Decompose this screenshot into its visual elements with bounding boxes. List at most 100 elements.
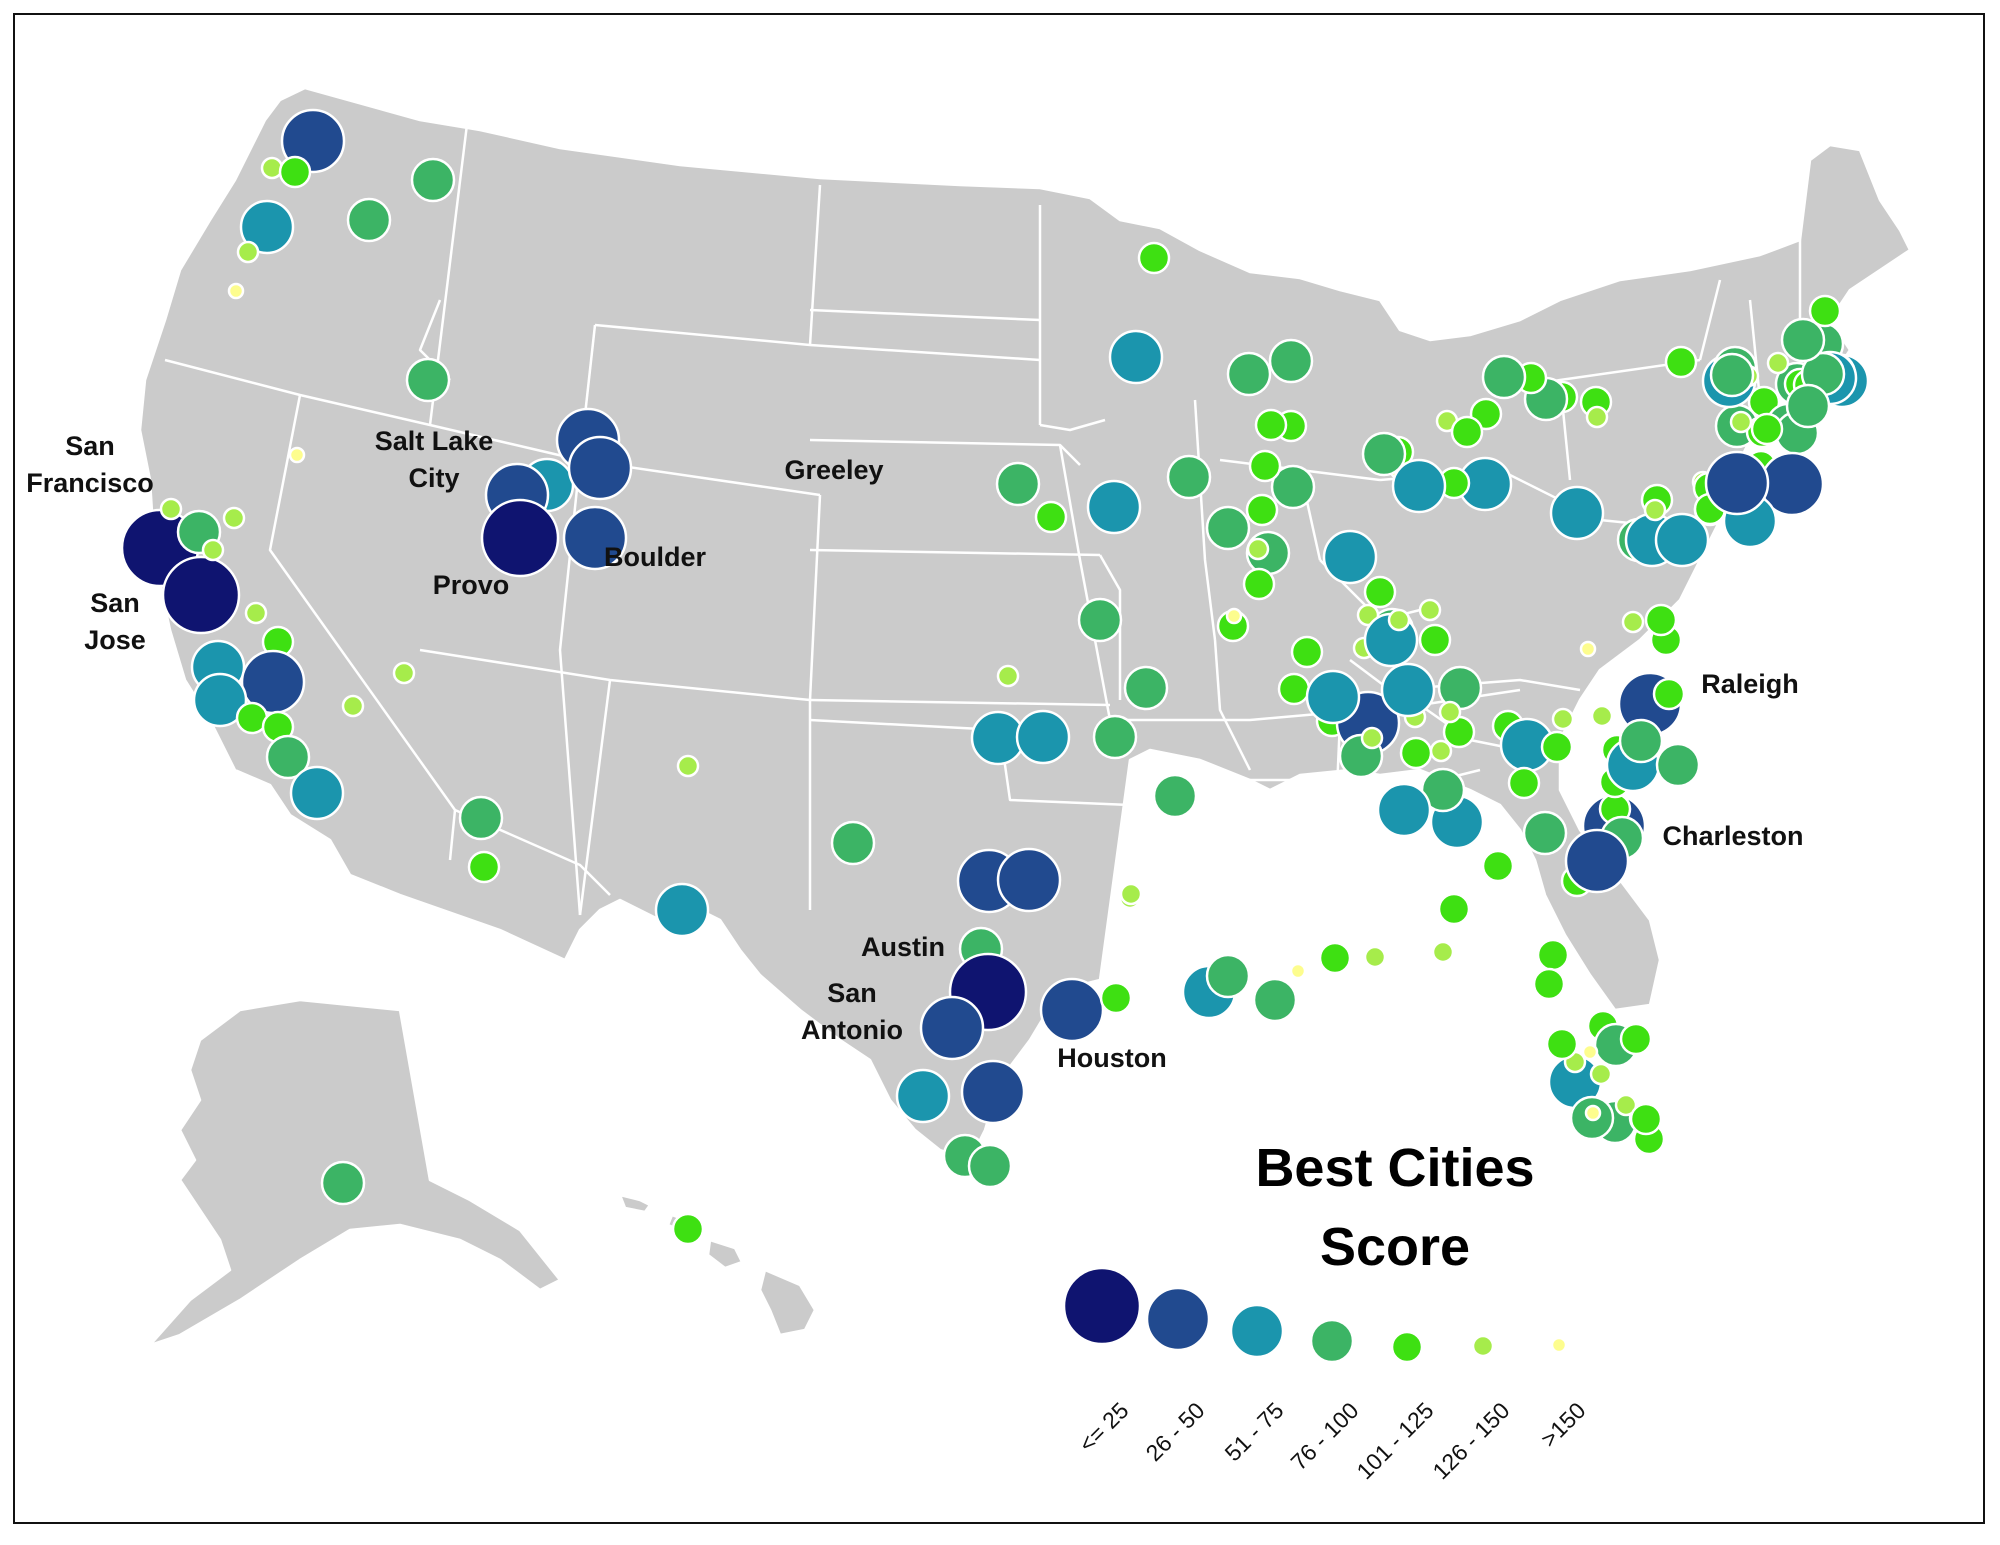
city-dot (341, 694, 365, 718)
city-dot (1099, 981, 1133, 1015)
legend-swatch (1390, 1330, 1424, 1364)
city-dot (1621, 610, 1645, 634)
legend-swatch (1229, 1303, 1285, 1359)
city-dot (1318, 941, 1352, 975)
legend-swatch (1145, 1286, 1211, 1352)
city-dot (227, 282, 245, 300)
city-dot (1376, 782, 1432, 838)
city-dot (1729, 410, 1753, 434)
city-dot (1780, 317, 1826, 363)
city-dot (567, 435, 633, 501)
city-dot (1246, 537, 1270, 561)
city-dot (967, 1143, 1013, 1189)
city-dot (1709, 352, 1755, 398)
city-label-san-francisco: San Francisco (26, 431, 154, 498)
city-dot (1254, 408, 1288, 442)
legend-swatch (1471, 1334, 1495, 1358)
legend-swatch (1062, 1266, 1142, 1346)
city-dot (1242, 567, 1276, 601)
city-dot (895, 1068, 951, 1124)
city-dot (1015, 709, 1071, 765)
city-dot (1450, 415, 1484, 449)
legend-label: 101 - 125 (1351, 1397, 1438, 1484)
city-dot (1363, 945, 1387, 969)
city-dot (996, 664, 1020, 688)
city-dot (562, 505, 628, 571)
city-dot (405, 357, 451, 403)
city-label-salt-lake-city: Salt Lake City (375, 426, 494, 493)
city-dot (1581, 1043, 1599, 1061)
city-dot (1305, 669, 1361, 725)
city-dot (1418, 623, 1452, 657)
city-dot (1248, 449, 1282, 483)
city-dot (960, 1059, 1026, 1125)
city-dot (1629, 1102, 1663, 1136)
legend-swatch (1309, 1318, 1355, 1364)
city-dot (1152, 773, 1198, 819)
city-dot (1785, 383, 1831, 429)
city-dot (1086, 479, 1142, 535)
city-dot (1750, 412, 1784, 446)
city-dot (1391, 458, 1447, 514)
city-dot (1536, 938, 1570, 972)
city-dot (654, 882, 710, 938)
city-dot (1551, 707, 1575, 731)
city-label-raleigh: Raleigh (1701, 669, 1799, 699)
city-dot (1549, 485, 1605, 541)
city-dot (996, 847, 1062, 913)
city-dot (239, 199, 295, 255)
city-dot (288, 446, 306, 464)
city-dot (1123, 665, 1169, 711)
city-dot (1579, 640, 1597, 658)
city-dot (1545, 1027, 1579, 1061)
city-dot (1361, 431, 1407, 477)
city-dot (1437, 892, 1471, 926)
city-dot (1205, 953, 1251, 999)
city-dot (1225, 607, 1243, 625)
city-dot (995, 461, 1041, 507)
city-dot (1166, 454, 1212, 500)
city-dot (1652, 677, 1686, 711)
legend-label: <= 25 (1074, 1397, 1134, 1457)
city-dot (480, 498, 560, 578)
city-dot (1252, 977, 1298, 1023)
city-dot (1245, 493, 1279, 527)
city-dot (244, 601, 268, 625)
city-dot (1119, 882, 1143, 906)
legend-title-line2: Score (1320, 1217, 1470, 1277)
city-dot (1289, 962, 1307, 980)
city-dot (1039, 977, 1105, 1043)
city-label-greeley: Greeley (784, 455, 883, 485)
city-dot (1481, 849, 1515, 883)
city-dot (201, 538, 225, 562)
city-dot (1205, 505, 1251, 551)
city-dot (392, 661, 416, 685)
city-dot (671, 1212, 705, 1246)
city-dot (1387, 608, 1411, 632)
city-dot (1704, 450, 1770, 516)
legend-label: 26 - 50 (1141, 1397, 1210, 1466)
city-dot (1507, 766, 1541, 800)
city-label-san-antonio: San Antonio (801, 978, 903, 1045)
legend-label: 51 - 75 (1220, 1397, 1289, 1466)
legend-label: 76 - 100 (1285, 1397, 1363, 1475)
city-dot (458, 795, 504, 841)
city-dot (278, 155, 312, 189)
city-dot (1614, 1093, 1638, 1117)
city-dot (1585, 405, 1609, 429)
hawaii (618, 1193, 817, 1337)
city-label-san-jose: San Jose (84, 588, 146, 655)
city-dot (1226, 351, 1272, 397)
city-dot (1270, 464, 1316, 510)
city-dot (1268, 338, 1314, 384)
city-dot (1077, 597, 1123, 643)
city-label-charleston: Charleston (1662, 821, 1803, 851)
city-dot (1399, 736, 1433, 770)
city-dot (192, 672, 248, 728)
city-dots (120, 108, 1870, 1246)
legend-label: 126 - 150 (1427, 1397, 1514, 1484)
city-dot (1808, 294, 1842, 328)
city-dot (1137, 241, 1171, 275)
city-dot (222, 506, 246, 530)
